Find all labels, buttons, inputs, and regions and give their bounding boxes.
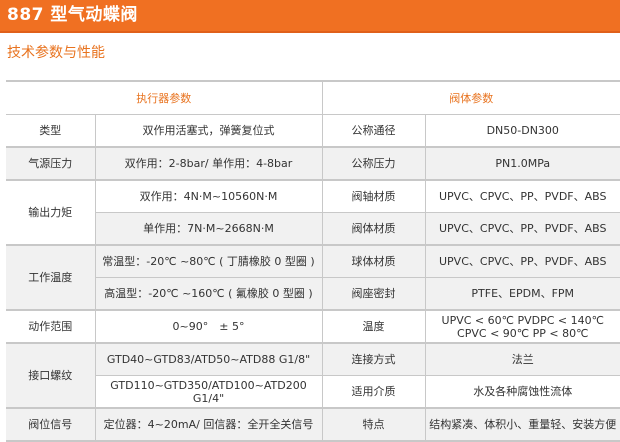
param-label: 特点	[322, 408, 425, 441]
row-label: 接口螺纹	[6, 343, 95, 408]
table-row: 接口螺纹 GTD40~GTD83/ATD50~ATD88 G1/8" 连接方式 …	[6, 343, 620, 376]
param-value: PN1.0MPa	[425, 147, 620, 180]
param-value: 法兰	[425, 343, 620, 376]
title-bar: 887 型气动蝶阀	[0, 0, 620, 33]
row-value: 单作用：7N·M~2668N·M	[95, 213, 322, 246]
param-value: UPVC < 60℃ PVDPC < 140℃ CPVC < 90℃ PP < …	[425, 310, 620, 343]
table-row: 阀位信号 定位器：4~20mA/ 回信器：全开全关信号 特点 结构紧凑、体积小、…	[6, 408, 620, 441]
param-label: 阀体材质	[322, 213, 425, 246]
table-row: 工作温度 常温型：-20℃ ~80℃ ( 丁腈橡胶 0 型圈 ) 球体材质 UP…	[6, 245, 620, 278]
param-value: 结构紧凑、体积小、重量轻、安装方便	[425, 408, 620, 441]
param-label: 阀轴材质	[322, 180, 425, 213]
param-label: 连接方式	[322, 343, 425, 376]
param-label: 公称通径	[322, 115, 425, 148]
param-value: 水及各种腐蚀性流体	[425, 376, 620, 409]
table-header-row: 执行器参数 阀体参数	[6, 81, 620, 115]
page-title: 887 型气动蝶阀	[0, 0, 620, 31]
table-row: 动作范围 0~90° ± 5° 温度 UPVC < 60℃ PVDPC < 14…	[6, 310, 620, 343]
row-value: 定位器：4~20mA/ 回信器：全开全关信号	[95, 408, 322, 441]
row-label: 输出力矩	[6, 180, 95, 245]
spec-table: 执行器参数 阀体参数 类型 双作用活塞式，弹簧复位式 公称通径 DN50-DN3…	[6, 80, 620, 442]
row-label: 工作温度	[6, 245, 95, 310]
row-value: GTD40~GTD83/ATD50~ATD88 G1/8"	[95, 343, 322, 376]
param-value: UPVC、CPVC、PP、PVDF、ABS	[425, 180, 620, 213]
param-value: DN50-DN300	[425, 115, 620, 148]
table-row: 高温型：-20℃ ~160℃ ( 氟橡胶 0 型圈 ) 阀座密封 PTFE、EP…	[6, 278, 620, 311]
param-value: UPVC、CPVC、PP、PVDF、ABS	[425, 245, 620, 278]
row-value: 常温型：-20℃ ~80℃ ( 丁腈橡胶 0 型圈 )	[95, 245, 322, 278]
param-label: 阀座密封	[322, 278, 425, 311]
param-value: PTFE、EPDM、FPM	[425, 278, 620, 311]
temperature-line-1: UPVC < 60℃ PVDPC < 140℃	[426, 314, 620, 327]
row-label: 类型	[6, 115, 95, 148]
table-row: GTD110~GTD350/ATD100~ATD200 G1/4" 适用介质 水…	[6, 376, 620, 409]
row-label: 动作范围	[6, 310, 95, 343]
param-label: 公称压力	[322, 147, 425, 180]
param-label: 球体材质	[322, 245, 425, 278]
row-value: GTD110~GTD350/ATD100~ATD200 G1/4"	[95, 376, 322, 409]
row-value: 双作用：4N·M~10560N·M	[95, 180, 322, 213]
row-value: 0~90° ± 5°	[95, 310, 322, 343]
row-label: 阀位信号	[6, 408, 95, 441]
temperature-line-2: CPVC < 90℃ PP < 80℃	[426, 327, 620, 340]
table-row: 输出力矩 双作用：4N·M~10560N·M 阀轴材质 UPVC、CPVC、PP…	[6, 180, 620, 213]
row-value: 双作用活塞式，弹簧复位式	[95, 115, 322, 148]
table-row: 类型 双作用活塞式，弹簧复位式 公称通径 DN50-DN300	[6, 115, 620, 148]
valve-body-params-header: 阀体参数	[322, 81, 620, 115]
table-row: 单作用：7N·M~2668N·M 阀体材质 UPVC、CPVC、PP、PVDF、…	[6, 213, 620, 246]
section-title: 技术参数与性能	[7, 42, 105, 62]
param-value: UPVC、CPVC、PP、PVDF、ABS	[425, 213, 620, 246]
row-label: 气源压力	[6, 147, 95, 180]
param-label: 温度	[322, 310, 425, 343]
row-value: 高温型：-20℃ ~160℃ ( 氟橡胶 0 型圈 )	[95, 278, 322, 311]
actuator-params-header: 执行器参数	[6, 81, 322, 115]
table-row: 气源压力 双作用：2-8bar/ 单作用：4-8bar 公称压力 PN1.0MP…	[6, 147, 620, 180]
param-label: 适用介质	[322, 376, 425, 409]
row-value: 双作用：2-8bar/ 单作用：4-8bar	[95, 147, 322, 180]
